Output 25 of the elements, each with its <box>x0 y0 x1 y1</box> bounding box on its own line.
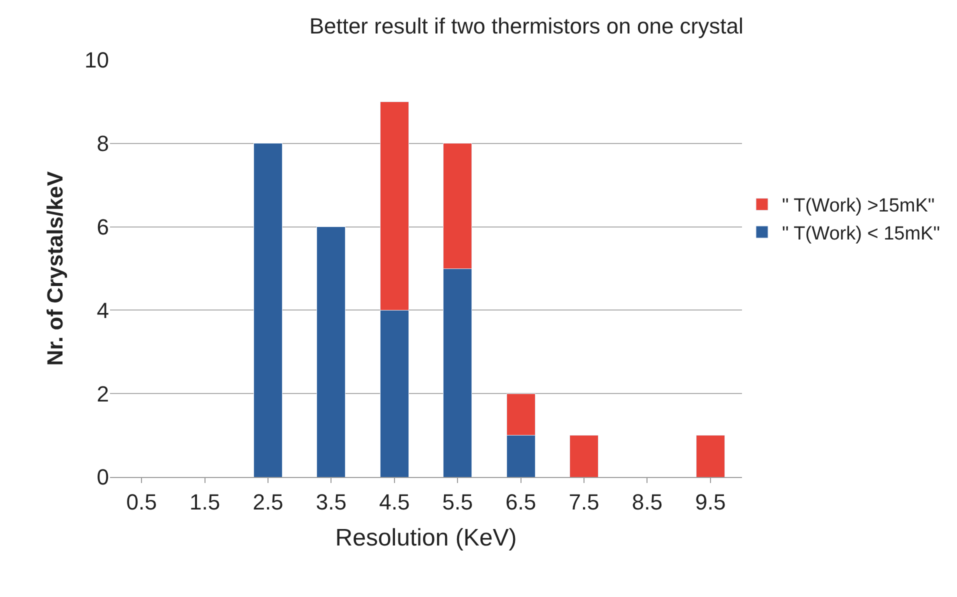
x-tick-label: 1.5 <box>190 489 220 514</box>
x-tick-label: 9.5 <box>695 489 726 514</box>
legend-label: " T(Work) >15mK" <box>782 196 935 217</box>
bar <box>316 226 346 477</box>
x-tick-label: 5.5 <box>442 489 473 514</box>
y-tick-label: 6 <box>96 214 109 240</box>
legend-label: " T(Work) < 15mK" <box>782 223 940 244</box>
y-tick-label: 2 <box>96 381 109 406</box>
y-axis-title: Nr. of Crystals/keV <box>42 170 68 366</box>
x-tick-label: 0.5 <box>126 489 157 514</box>
x-tick-label: 2.5 <box>252 489 284 514</box>
y-tick-label: 0 <box>96 464 109 490</box>
x-tick-label: 3.5 <box>316 489 346 514</box>
y-tick-label: 8 <box>96 131 109 156</box>
bar <box>254 143 282 477</box>
bar <box>696 435 725 477</box>
x-tick-label: 4.5 <box>379 489 410 514</box>
x-tick-label: 8.5 <box>632 489 662 514</box>
bar <box>570 435 598 477</box>
y-tick-label: 4 <box>96 298 109 323</box>
x-tick-label: 7.5 <box>568 489 600 514</box>
y-tick-label: 10 <box>84 48 109 73</box>
x-axis-title: Resolution (KeV) <box>335 524 517 552</box>
chart-title: Better result if two thermistors on one crystal <box>309 13 744 38</box>
x-tick-label: 6.5 <box>506 489 536 514</box>
